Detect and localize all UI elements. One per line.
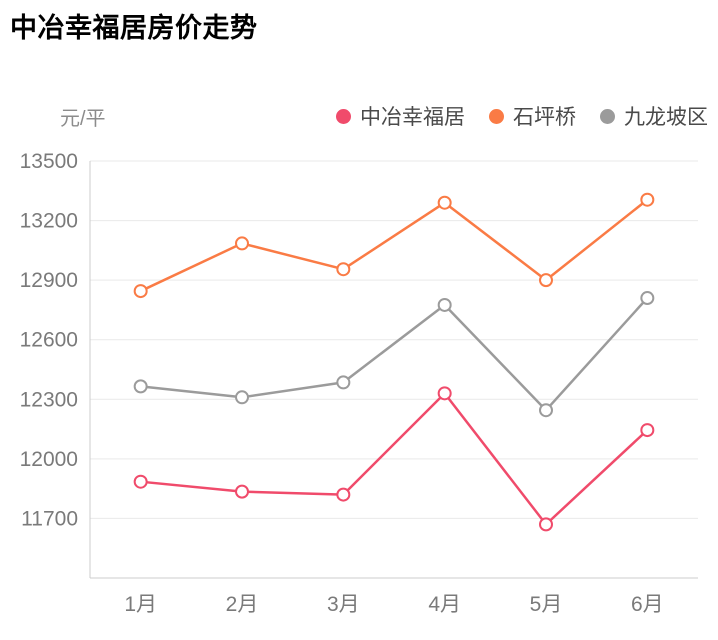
series-point <box>640 192 655 207</box>
series-point <box>640 423 655 438</box>
series-line-1 <box>140 198 649 293</box>
y-tick-label: 13500 <box>20 150 78 173</box>
y-tick-label: 13200 <box>20 210 78 233</box>
y-tick-label: 11700 <box>21 507 78 530</box>
legend-label: 中冶幸福居 <box>360 106 465 129</box>
page-title: 中冶幸福居房价走势 <box>10 13 258 43</box>
x-tick-label: 1月 <box>124 593 157 616</box>
series-point <box>640 291 655 306</box>
series-line-0 <box>140 392 649 526</box>
y-tick-label: 12300 <box>20 388 78 411</box>
series-point <box>235 390 249 405</box>
series-point <box>437 297 452 312</box>
series-point <box>539 517 553 532</box>
legend-dot-icon <box>336 108 351 124</box>
y-tick-label: 12000 <box>20 448 78 471</box>
x-tick-label: 3月 <box>327 593 360 616</box>
legend-dot-icon <box>489 108 504 124</box>
legend-dot-icon <box>600 108 615 124</box>
series-point <box>133 379 148 394</box>
legend-label: 石坪桥 <box>513 106 576 129</box>
x-tick-label: 6月 <box>631 593 664 616</box>
y-axis-unit-label: 元/平 <box>60 108 106 130</box>
series-line-2 <box>140 297 649 412</box>
series-point <box>133 474 148 489</box>
series-point <box>336 487 351 502</box>
legend-item-1[interactable]: 石坪桥 <box>489 101 576 131</box>
legend-label: 九龙坡区 <box>624 106 708 129</box>
series-point <box>336 375 351 390</box>
series-point <box>235 484 249 499</box>
y-tick-label: 12900 <box>20 269 78 292</box>
legend-item-2[interactable]: 九龙坡区 <box>600 101 708 131</box>
series-point <box>539 273 553 288</box>
x-tick-label: 5月 <box>530 593 563 616</box>
y-tick-label: 12600 <box>20 329 78 352</box>
series-point <box>539 403 553 418</box>
series-point <box>336 262 351 277</box>
series-point <box>133 284 148 299</box>
series-point <box>437 195 452 210</box>
series-point <box>235 236 249 251</box>
series-point <box>437 386 452 401</box>
legend-item-0[interactable]: 中冶幸福居 <box>336 101 465 131</box>
legend: 中冶幸福居 石坪桥 九龙坡区 <box>336 101 708 131</box>
x-tick-label: 2月 <box>226 593 259 616</box>
x-tick-label: 4月 <box>428 593 461 616</box>
